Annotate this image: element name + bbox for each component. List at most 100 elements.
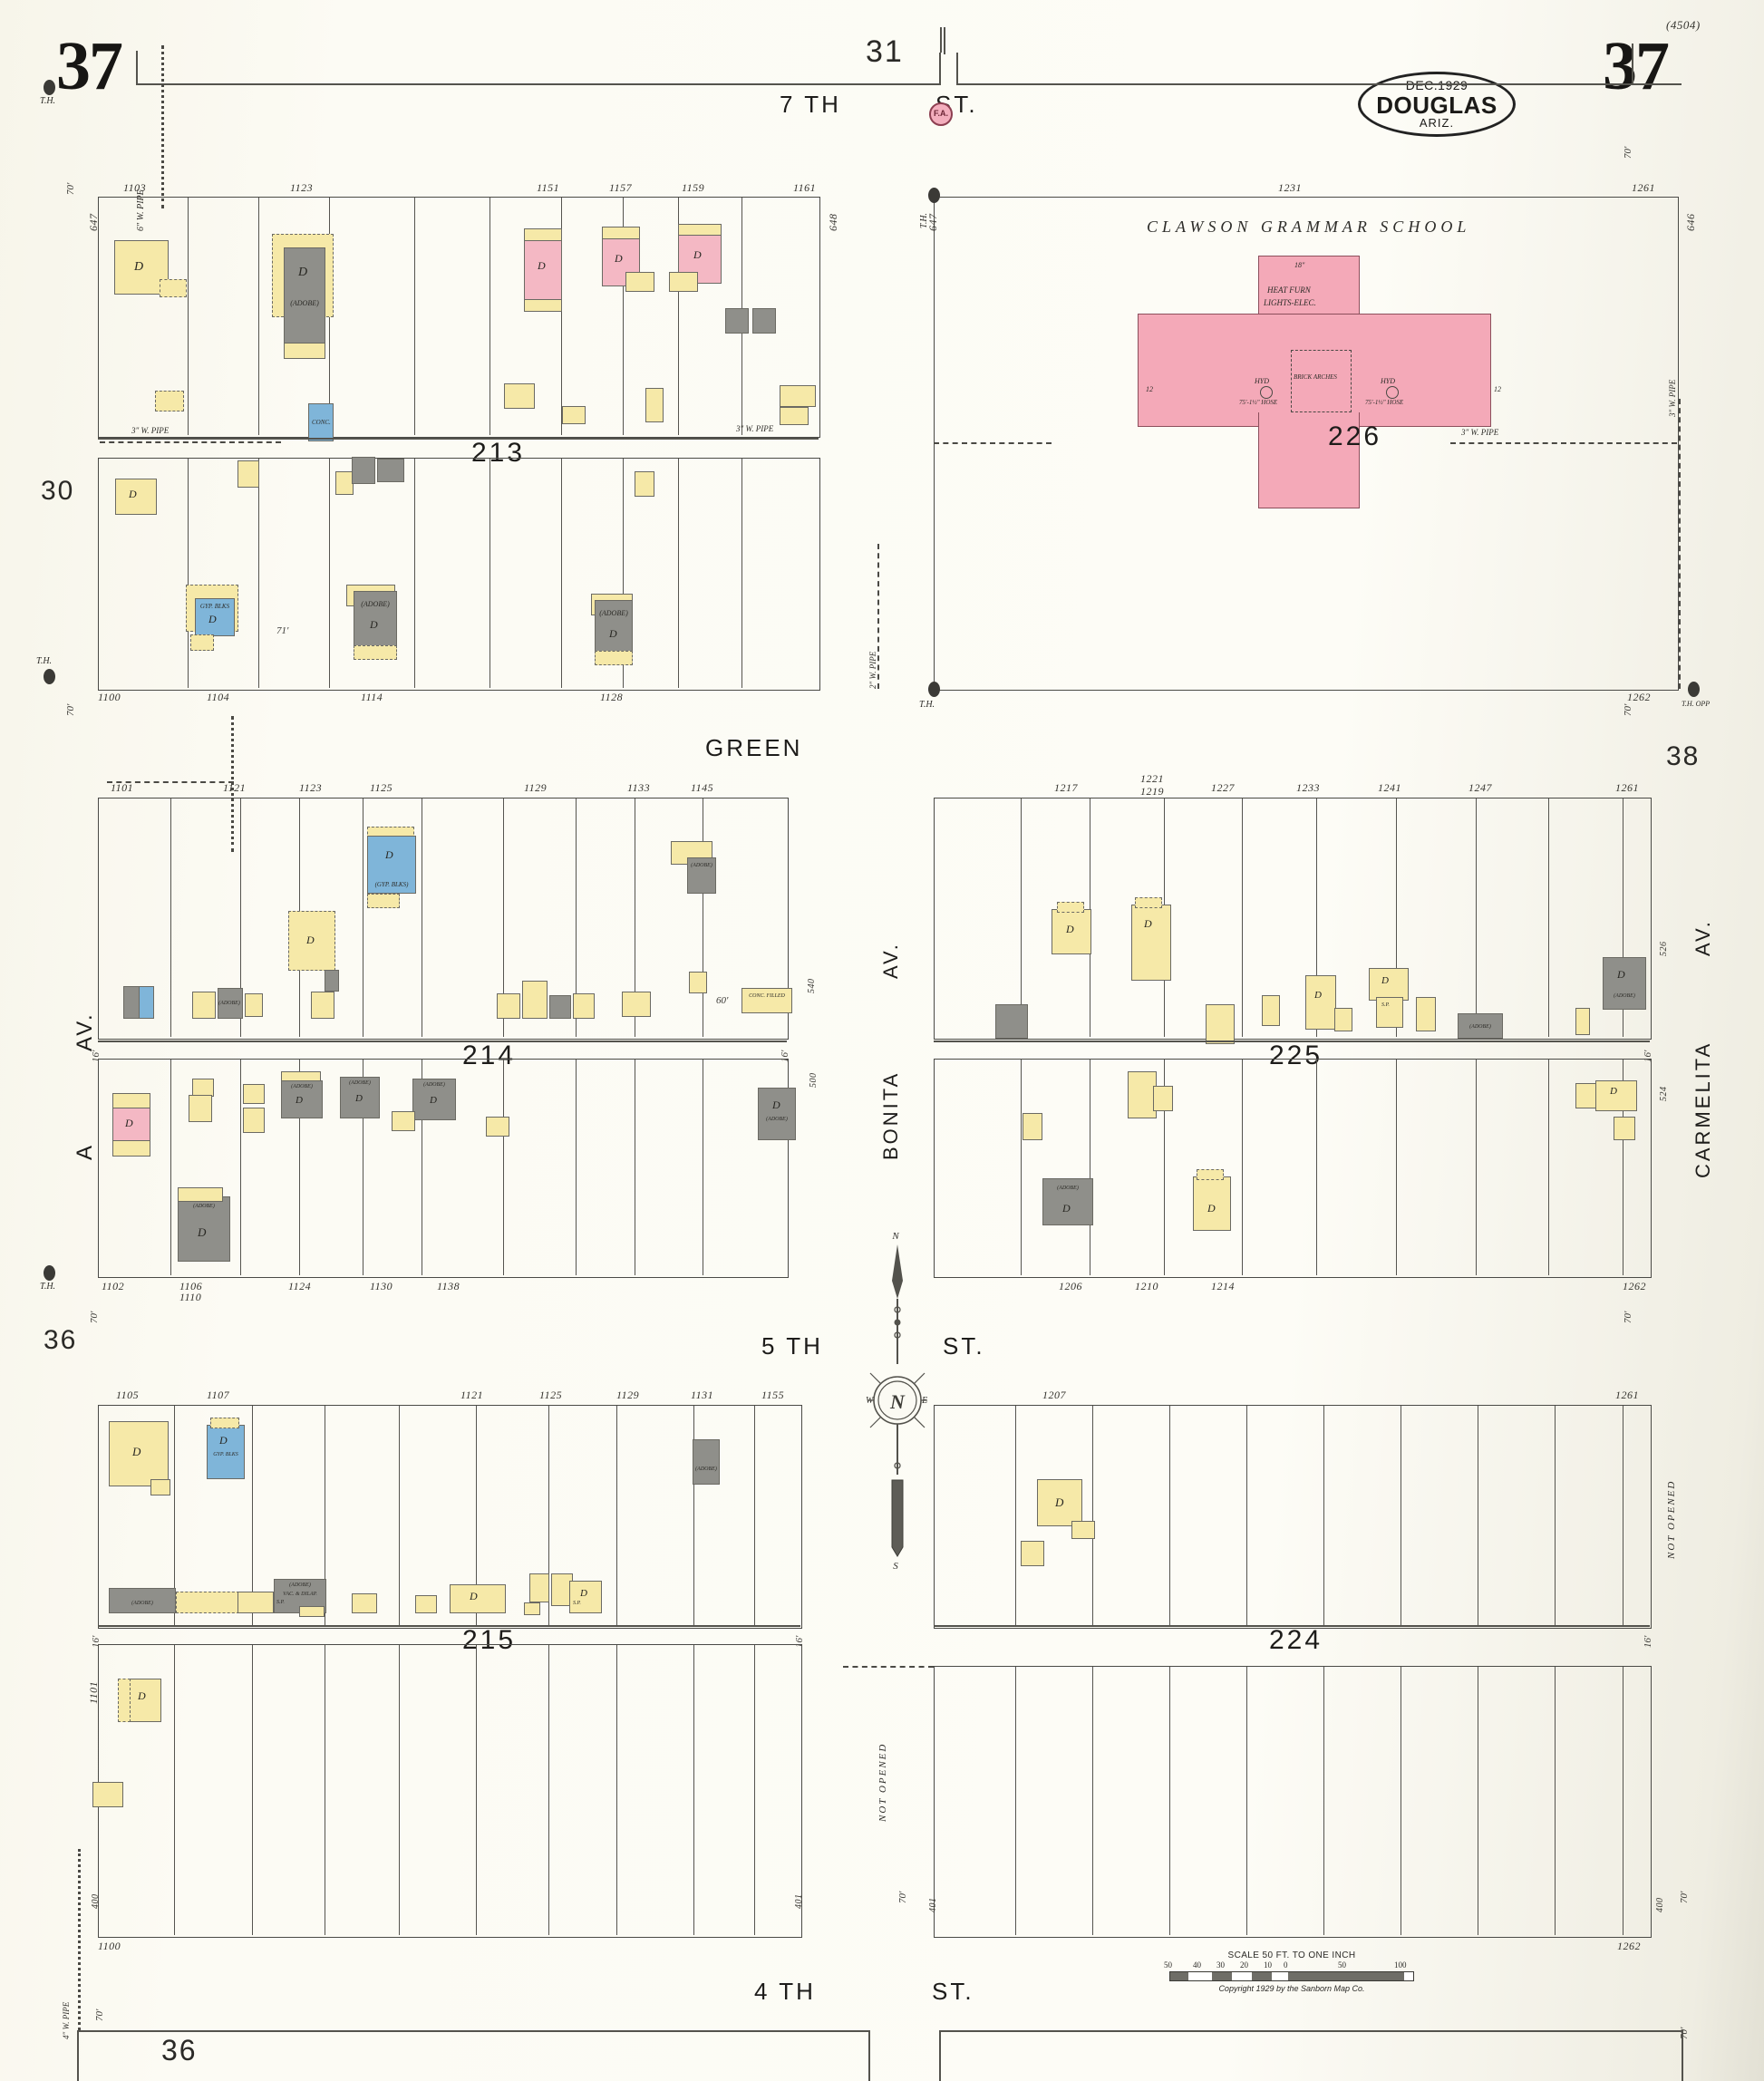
building-label-dwelling: D [219, 1434, 228, 1447]
building-label-adobe: (ADOBE) [361, 600, 390, 608]
lot-number: 1110 [179, 1291, 202, 1303]
building-label-dwelling: D [298, 266, 308, 279]
dimension-70ft: 70' [89, 1311, 100, 1323]
lot-number: 1261 [1632, 181, 1655, 194]
lot-number: 1129 [524, 781, 548, 794]
building-adobe [995, 1004, 1028, 1039]
building-label-dwelling: D [125, 1117, 133, 1129]
scale-tick: 20 [1240, 1960, 1248, 1970]
building-label-dwelling: D [1617, 968, 1625, 981]
hydrant-icon [1386, 386, 1399, 399]
building-label-adobe: (ADOBE) [599, 609, 628, 617]
building-label-adobe: (ADOBE) [131, 1601, 153, 1606]
building-adobe [354, 591, 397, 649]
building-adobe [693, 1439, 720, 1485]
building-frame [595, 651, 633, 665]
dimension-70ft: 70' [1623, 703, 1633, 716]
building-label-dwelling: D [370, 618, 378, 631]
school-side-dim: 12 [1494, 385, 1501, 393]
lot-number: 1231 [1278, 181, 1302, 194]
building-frame [243, 1084, 265, 1104]
building-frame [1575, 1083, 1597, 1108]
manhole-icon [928, 682, 940, 697]
building-adobe [758, 1088, 796, 1140]
building-label-dwelling: D [693, 248, 702, 261]
lot-number: 1123 [290, 181, 314, 194]
building-label-dwelling: D [1144, 917, 1152, 930]
svg-text:N: N [889, 1390, 906, 1413]
building-label-adobe: (ADOBE) [290, 299, 319, 307]
building-label-adobe: (ADOBE) [1614, 993, 1635, 999]
school-name-label: CLAWSON GRAMMAR SCHOOL [1147, 218, 1471, 236]
building-label-dwelling: D [129, 488, 137, 500]
building-adobe [325, 970, 339, 992]
building-label-dwelling: D [1055, 1495, 1064, 1509]
street-bonita-label: BONITA [879, 1070, 902, 1160]
building-frame [1305, 975, 1336, 1030]
building-frame [189, 1095, 212, 1122]
lot-side-number: 526 [1659, 941, 1669, 957]
building-label-adobe: (ADOBE) [193, 1204, 215, 1209]
building-label-dwelling: D [1207, 1202, 1216, 1215]
building-label-adobe: (ADOBE) [1057, 1186, 1079, 1191]
lot-number: 1262 [1627, 691, 1651, 703]
lot-number: 1219 [1140, 785, 1164, 798]
street-carmelita-suffix: AV. [1691, 919, 1714, 956]
building-adobe [412, 1079, 456, 1120]
school-body-main [1138, 314, 1491, 427]
lot-side-number: 500 [809, 1072, 819, 1089]
dimension-70ft: 70' [65, 703, 76, 716]
building-label-vac-dilap: VAC. & DILAP. [283, 1592, 317, 1597]
title-cartouche: DEC.1929 DOUGLAS ARIZ. [1358, 72, 1516, 137]
sheet-ref-bottom-left: 36 [161, 2034, 198, 2066]
building-label-dwelling: D [430, 1095, 437, 1106]
building-frame [678, 224, 722, 236]
building-frame [118, 1679, 131, 1722]
lot-side-number: 524 [1659, 1086, 1669, 1102]
building-frame [529, 1573, 549, 1602]
building-frame [112, 1140, 150, 1157]
lot-number: 1102 [102, 1280, 125, 1292]
cartouche-city: DOUGLAS [1376, 92, 1497, 119]
building-frame [352, 1593, 377, 1613]
lot-number: 1145 [691, 781, 714, 794]
building-frame [392, 1111, 415, 1131]
lot-number: 1107 [207, 1389, 230, 1401]
building-frame [602, 227, 640, 239]
lot-number: 1233 [1296, 781, 1320, 794]
dimension-71ft: 71' [276, 625, 289, 636]
building-frame [669, 272, 698, 292]
building-label-adobe: (ADOBE) [695, 1466, 717, 1472]
building-label-adobe: (ADOBE) [291, 1084, 313, 1089]
building-frame [1369, 968, 1409, 1001]
building-label-sp: S.P. [1381, 1002, 1390, 1008]
building-frame [573, 993, 595, 1019]
pipe-label-6in: 6" W. PIPE [136, 189, 146, 231]
block-213-lower-outline [98, 458, 820, 691]
not-opened-label: NOT OPENED [877, 1742, 888, 1822]
street-a-av-suffix: AV. [73, 1011, 97, 1051]
building-label-sp: S.P. [573, 1601, 581, 1606]
dimension-16ft: 16' [1643, 1635, 1653, 1648]
building-frame [1614, 1117, 1635, 1140]
building-frame [160, 279, 187, 297]
lot-number: 1106 [179, 1280, 203, 1292]
block-number-226: 226 [1328, 421, 1382, 451]
lot-number: 1124 [288, 1280, 312, 1292]
lot-number: 1100 [98, 1940, 121, 1952]
building-frame [1262, 995, 1280, 1026]
building-concrete [308, 403, 334, 441]
cartouche-date: DEC.1929 [1405, 78, 1468, 92]
lot-side-number: 648 [827, 213, 839, 232]
manhole-label: T.H. [40, 1282, 56, 1292]
plate-code: (4504) [1666, 18, 1701, 32]
manhole-opp-label: T.H. OPP [1682, 700, 1711, 708]
manhole-icon [44, 80, 55, 95]
lot-number: 1129 [616, 1389, 640, 1401]
building-frame [176, 1592, 239, 1613]
scale-tick: 100 [1394, 1960, 1407, 1970]
lot-number: 1159 [682, 181, 705, 194]
street-5th-label: 5 TH [761, 1332, 823, 1360]
manhole-icon [44, 669, 55, 684]
street-carmelita-label: CARMELITA [1691, 1040, 1714, 1178]
